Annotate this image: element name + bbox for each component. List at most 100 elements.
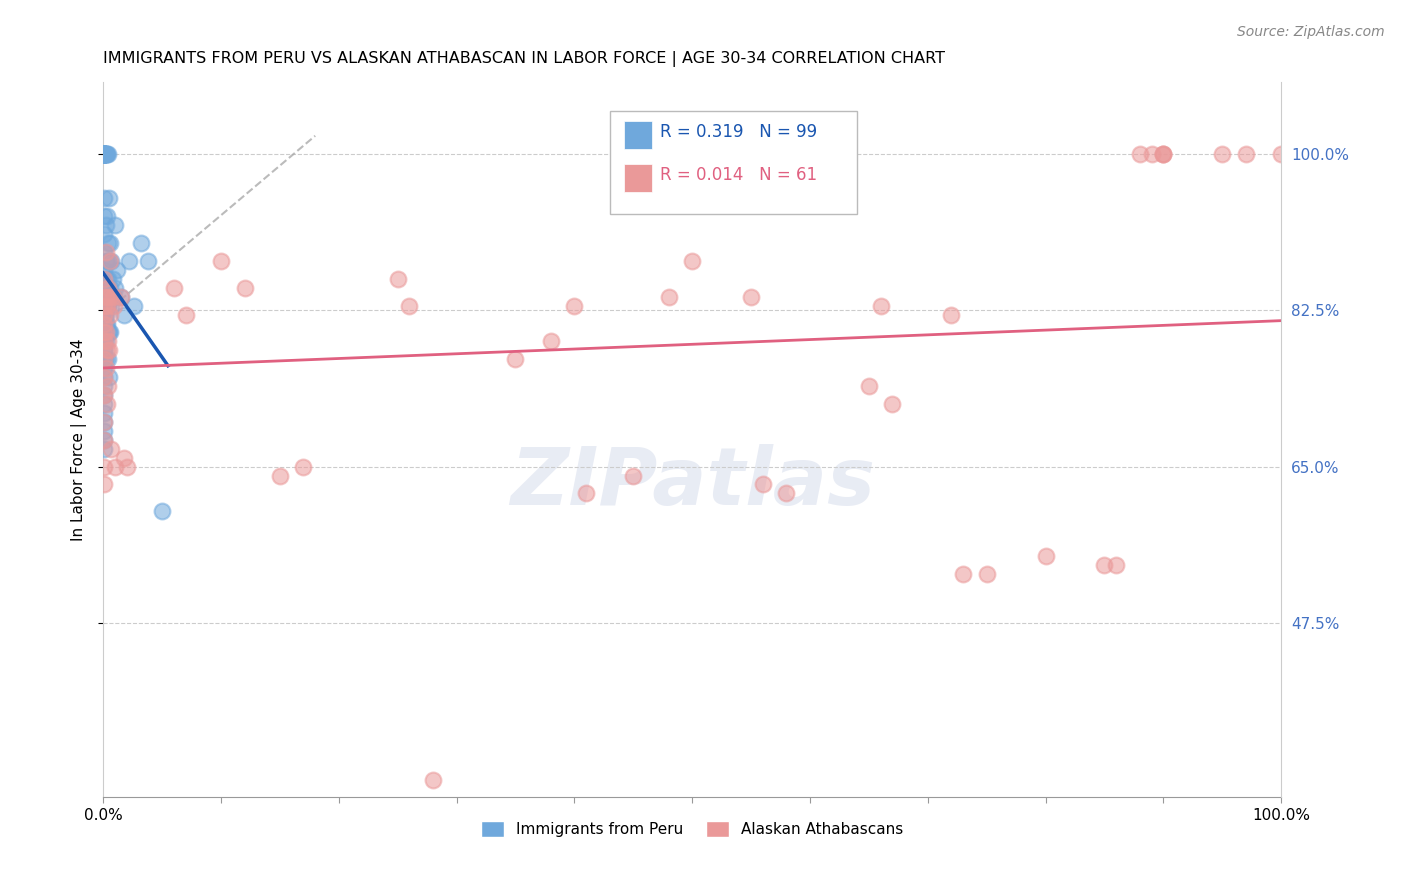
Point: [1270, 146, 1292, 161]
Point: [110, 290, 132, 304]
Point: [94, 308, 117, 322]
Point: [93, 361, 115, 376]
Point: [93, 370, 115, 384]
Point: [93, 424, 115, 438]
Point: [93, 146, 115, 161]
Point: [98, 254, 121, 268]
Point: [97, 272, 120, 286]
Point: [93, 209, 115, 223]
Point: [93, 308, 115, 322]
Point: [101, 272, 124, 286]
Point: [122, 299, 145, 313]
Text: R = 0.014   N = 61: R = 0.014 N = 61: [661, 166, 817, 184]
Point: [104, 218, 127, 232]
Point: [93, 388, 115, 402]
Point: [112, 450, 135, 465]
Point: [93, 317, 115, 331]
Point: [103, 290, 125, 304]
Point: [129, 236, 152, 251]
Point: [93, 146, 115, 161]
Point: [575, 486, 598, 500]
Point: [98, 290, 121, 304]
Point: [98, 370, 121, 384]
Point: [93, 370, 115, 384]
Point: [93, 343, 115, 358]
Point: [882, 397, 904, 411]
Point: [564, 299, 586, 313]
Point: [752, 477, 775, 491]
Point: [93, 326, 115, 340]
Point: [1152, 146, 1174, 161]
Point: [96, 281, 118, 295]
Point: [209, 254, 232, 268]
Point: [97, 299, 120, 313]
Point: [93, 146, 115, 161]
Point: [136, 254, 159, 268]
Point: [93, 146, 115, 161]
Point: [98, 191, 121, 205]
FancyBboxPatch shape: [624, 163, 652, 193]
Point: [93, 299, 115, 313]
Point: [93, 263, 115, 277]
Point: [93, 433, 115, 447]
Point: [93, 308, 115, 322]
Point: [387, 272, 409, 286]
Point: [110, 290, 132, 304]
Point: [96, 397, 118, 411]
Point: [150, 504, 173, 518]
Point: [94, 352, 117, 367]
Point: [681, 254, 703, 268]
Point: [1094, 558, 1116, 572]
Point: [98, 236, 121, 251]
Point: [93, 415, 115, 429]
Point: [105, 263, 128, 277]
Point: [93, 272, 115, 286]
Point: [1035, 549, 1057, 563]
Point: [97, 236, 120, 251]
Text: ZIPatlas: ZIPatlas: [509, 443, 875, 522]
Point: [93, 352, 115, 367]
Point: [100, 254, 122, 268]
Point: [621, 468, 644, 483]
Point: [97, 281, 120, 295]
Point: [93, 415, 115, 429]
Text: R = 0.319   N = 99: R = 0.319 N = 99: [661, 123, 817, 141]
Point: [94, 334, 117, 349]
Point: [93, 146, 115, 161]
Point: [952, 566, 974, 581]
Point: [96, 299, 118, 313]
Point: [163, 281, 186, 295]
Point: [93, 146, 115, 161]
Point: [292, 459, 315, 474]
Point: [98, 326, 121, 340]
Point: [93, 406, 115, 420]
Point: [96, 343, 118, 358]
Point: [858, 379, 880, 393]
Point: [93, 146, 115, 161]
Point: [94, 361, 117, 376]
Point: [976, 566, 998, 581]
Point: [174, 308, 197, 322]
Point: [1152, 146, 1174, 161]
Point: [98, 326, 121, 340]
Point: [98, 343, 121, 358]
Point: [98, 281, 121, 295]
Point: [93, 379, 115, 393]
Point: [658, 290, 681, 304]
Point: [100, 442, 122, 456]
Point: [94, 146, 117, 161]
Point: [93, 433, 115, 447]
Point: [93, 146, 115, 161]
FancyBboxPatch shape: [610, 111, 858, 214]
Point: [94, 146, 117, 161]
Point: [1105, 558, 1128, 572]
Point: [101, 290, 124, 304]
Point: [869, 299, 891, 313]
Point: [505, 352, 527, 367]
Point: [93, 308, 115, 322]
Point: [269, 468, 291, 483]
Point: [93, 477, 115, 491]
Point: [115, 459, 138, 474]
Point: [233, 281, 256, 295]
Point: [93, 343, 115, 358]
